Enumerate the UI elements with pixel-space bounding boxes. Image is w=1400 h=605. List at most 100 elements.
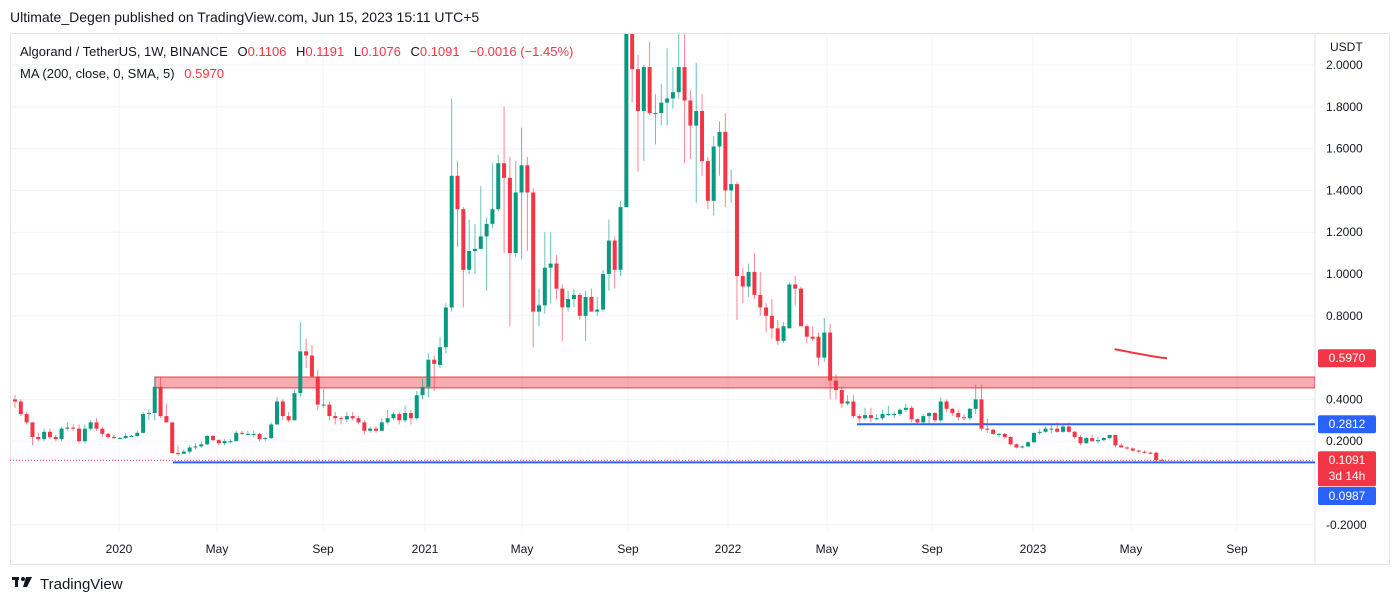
candle-body	[234, 432, 239, 442]
candle	[222, 439, 227, 446]
candle	[519, 127, 524, 260]
candle-body	[583, 296, 588, 316]
candle	[705, 156, 710, 210]
candle-body	[647, 67, 652, 114]
candle	[1026, 441, 1031, 448]
candle	[577, 292, 582, 320]
plot-area	[10, 34, 1315, 464]
candle-body	[443, 307, 448, 348]
candle-body	[339, 418, 344, 420]
candle	[152, 376, 157, 421]
ma-label[interactable]: MA (200, close, 0, SMA, 5)	[20, 66, 175, 81]
candle	[851, 395, 856, 419]
candle-body	[659, 102, 664, 114]
bar-countdown: 3d 14h	[1329, 469, 1366, 483]
candle	[234, 430, 239, 442]
candle	[734, 182, 739, 320]
candle	[321, 388, 326, 408]
candle-body	[199, 444, 204, 447]
candle-body	[269, 424, 274, 439]
candle	[286, 411, 291, 423]
candle	[1119, 443, 1124, 448]
candle	[327, 401, 332, 421]
candle	[979, 384, 984, 431]
candle	[799, 286, 804, 327]
candle	[129, 434, 134, 438]
candle-body	[595, 309, 600, 312]
candle	[199, 441, 204, 448]
candle	[513, 161, 518, 258]
candle-body	[507, 177, 512, 254]
candle	[682, 34, 687, 164]
candle-body	[1101, 438, 1106, 441]
candle-body	[1002, 433, 1007, 438]
candle-body	[472, 248, 477, 252]
candle	[1107, 434, 1112, 440]
candle	[426, 353, 431, 398]
open-label: O	[237, 44, 248, 59]
candle-body	[874, 418, 879, 420]
x-tick-label: Sep	[921, 542, 943, 556]
candle	[647, 42, 652, 116]
candle	[571, 288, 576, 308]
ma-legend: MA (200, close, 0, SMA, 5) 0.5970	[20, 63, 573, 85]
candle	[1031, 432, 1036, 444]
candle-body	[385, 418, 390, 423]
candle-body	[577, 294, 582, 316]
candle	[601, 269, 606, 312]
candle-body	[461, 209, 466, 270]
low-label: L	[353, 44, 362, 59]
candle	[1125, 446, 1130, 450]
candle	[350, 411, 355, 421]
candle-body	[537, 305, 542, 312]
candle	[775, 319, 780, 346]
candle-body	[1061, 426, 1066, 432]
candle-body	[187, 447, 192, 452]
candle-body	[845, 401, 850, 404]
brand-name[interactable]: TradingView	[40, 575, 123, 593]
candle-body	[484, 223, 489, 237]
candle	[146, 409, 151, 421]
symbol-name[interactable]: Algorand / TetherUS, 1W, BINANCE	[20, 44, 228, 59]
candle	[71, 424, 76, 431]
candle-body	[700, 110, 705, 162]
candle-body	[146, 412, 151, 415]
candle	[24, 411, 29, 425]
candle-body	[438, 347, 443, 365]
candle-body	[630, 34, 635, 70]
candle	[455, 161, 460, 247]
candle	[1014, 443, 1019, 449]
candle	[1008, 435, 1013, 446]
candle	[344, 411, 349, 423]
candle	[432, 355, 437, 392]
candle-body	[426, 359, 431, 387]
candle-body	[158, 386, 163, 417]
candle	[595, 296, 600, 316]
candle-body	[432, 359, 437, 364]
candle	[863, 407, 868, 421]
candle-body	[985, 428, 990, 430]
candle	[181, 449, 186, 454]
candle	[210, 434, 215, 442]
candle-body	[962, 417, 967, 419]
candle-body	[525, 165, 530, 193]
candle	[1095, 437, 1100, 444]
chart-frame[interactable]	[10, 33, 1390, 565]
candle	[275, 397, 280, 425]
publish-info: Ultimate_Degen published on TradingView.…	[10, 9, 480, 25]
candle-body	[391, 414, 396, 419]
candle	[822, 317, 827, 362]
candle-body	[47, 431, 52, 438]
candle	[251, 430, 256, 438]
candle	[53, 434, 58, 442]
candle-body	[694, 110, 699, 126]
candle	[991, 428, 996, 435]
x-tick-label: Sep	[617, 542, 639, 556]
candle-body	[560, 288, 565, 308]
candle	[752, 253, 757, 300]
candle	[106, 432, 111, 440]
line2-price-label: 0.0987	[1318, 487, 1376, 505]
candle	[606, 219, 611, 291]
candle	[985, 418, 990, 433]
